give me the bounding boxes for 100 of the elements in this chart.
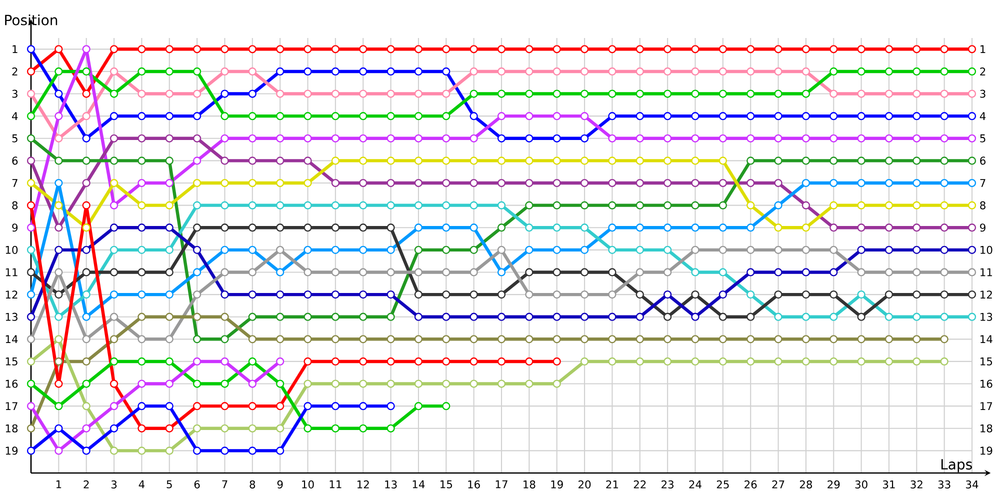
point [664, 45, 672, 54]
point [636, 178, 644, 188]
point [248, 268, 256, 276]
point [165, 357, 174, 366]
point [386, 201, 395, 210]
x-tick-label: 6 [194, 480, 200, 488]
point [26, 178, 36, 188]
y2-tick-label: 10 [980, 246, 992, 254]
point [442, 312, 450, 321]
point [857, 201, 866, 210]
point [248, 67, 256, 76]
point [968, 67, 976, 76]
point [940, 246, 948, 254]
point [857, 112, 866, 120]
point [276, 90, 284, 98]
point [718, 357, 727, 366]
y-tick-label: 15 [6, 358, 18, 366]
point [386, 45, 395, 54]
point [304, 312, 312, 321]
point [664, 246, 672, 254]
point [497, 246, 506, 254]
point [220, 312, 229, 321]
point [82, 312, 90, 321]
point [414, 312, 423, 321]
point [968, 290, 976, 299]
point [248, 90, 256, 98]
point [276, 45, 284, 54]
point [138, 134, 146, 142]
x-tick-label: 5 [166, 480, 172, 488]
point [525, 112, 534, 120]
y2-tick-label: 1 [980, 45, 986, 54]
point [802, 246, 810, 254]
point [525, 380, 534, 388]
y2-tick-label: 2 [980, 67, 986, 76]
point [26, 112, 36, 120]
point [718, 246, 727, 254]
point [608, 224, 616, 232]
y2-tick-label: 15 [980, 358, 992, 366]
point [664, 67, 672, 76]
point [552, 90, 561, 98]
point [54, 224, 63, 232]
point [830, 67, 838, 76]
point [386, 134, 395, 142]
point [192, 67, 202, 76]
point [359, 45, 368, 54]
point [248, 156, 256, 165]
point [552, 268, 561, 276]
point [192, 446, 202, 455]
point [220, 67, 229, 76]
point [82, 424, 90, 432]
point [718, 90, 727, 98]
point [608, 178, 616, 188]
point [552, 112, 561, 120]
point [165, 312, 174, 321]
point [110, 178, 118, 188]
point [912, 290, 921, 299]
point [636, 45, 644, 54]
point [691, 156, 700, 165]
point [276, 134, 284, 142]
y-tick-label: 7 [12, 179, 18, 187]
point [580, 134, 589, 142]
point [774, 335, 782, 344]
point [110, 268, 118, 276]
point [248, 45, 256, 54]
point [82, 178, 90, 188]
point [26, 45, 36, 54]
point [497, 178, 506, 188]
point [718, 178, 727, 188]
point [304, 156, 312, 165]
x-tick-label: 18 [524, 480, 536, 488]
y2-tick-label: 3 [980, 90, 986, 98]
point [442, 134, 450, 142]
point [248, 246, 256, 254]
point [940, 357, 948, 366]
point [774, 134, 782, 142]
point [636, 312, 644, 321]
point [304, 90, 312, 98]
point [138, 290, 146, 299]
x-tick-label: 21 [606, 480, 618, 488]
point [940, 201, 948, 210]
y-tick-label: 12 [6, 290, 18, 298]
point [192, 45, 202, 54]
point [608, 268, 616, 276]
point [82, 201, 90, 210]
point [359, 67, 368, 76]
point [470, 380, 478, 388]
point [82, 335, 90, 344]
point [414, 357, 423, 366]
point [26, 290, 36, 299]
point [470, 156, 478, 165]
point [304, 67, 312, 76]
x-tick-label: 32 [910, 480, 922, 488]
point [802, 268, 810, 276]
point [636, 156, 644, 165]
point [746, 312, 755, 321]
point [912, 134, 921, 142]
point [192, 424, 202, 432]
point [497, 268, 506, 276]
point [718, 268, 727, 276]
point [110, 134, 118, 142]
